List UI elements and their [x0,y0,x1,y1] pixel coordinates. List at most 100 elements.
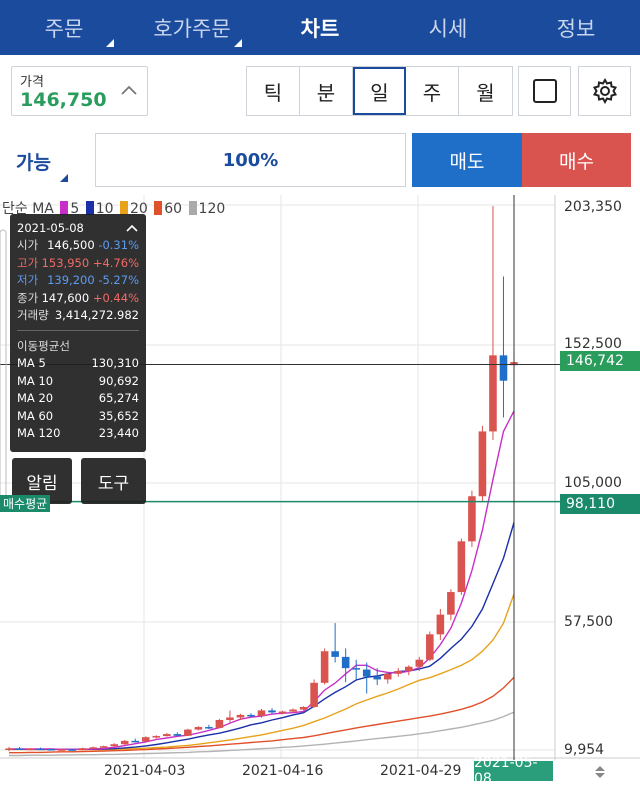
close-change: +0.44% [92,290,139,305]
candle-body [120,740,129,745]
ma60-label: MA 60 [17,408,54,423]
qty-ratio-field[interactable]: 100% [95,133,406,187]
ma60-line [9,676,515,754]
avg-buy-price-tag: 98,110 [560,494,640,514]
candle-body [141,737,150,742]
volume-label: 거래량 [17,308,49,323]
period-month-button[interactable]: 월 [476,80,495,105]
candle-body [457,541,466,593]
candle-body [215,719,224,728]
side-handle [0,229,7,503]
candle-body [36,748,45,751]
candle-body [15,748,24,750]
candle-body [278,711,287,714]
candle-body [468,496,476,542]
y-tick-label: 105,000 [564,475,622,491]
tab-quote-order[interactable]: 호가주문 [128,0,256,55]
candle-body [226,717,234,720]
ma120-swatch [188,201,197,215]
period-tick-button[interactable]: 틱 [247,67,300,115]
open-value: 146,500 [47,238,95,253]
candle-body [331,651,339,657]
period-day-button[interactable]: 일 [353,67,406,115]
ohlc-info-panel: 2021-05-08 시가 146,500 -0.31% 고가 153,950 +4… [10,214,146,452]
y-tick-label: 152,500 [564,336,622,352]
ma60-value: 35,652 [98,408,139,423]
period-minute-button[interactable]: 분 [300,67,353,115]
ma10-label: MA 10 [17,373,54,388]
menu-corner-icon [60,174,68,182]
fullscreen-button[interactable] [518,66,571,116]
candle-body [373,676,382,680]
ma-legend: 단순 MA 5 10 20 60 120 [2,198,225,218]
available-qty-label[interactable]: 가능 [16,152,51,174]
candle-body [489,355,497,432]
menu-corner-icon [234,39,242,47]
close-label: 종가 [17,290,39,305]
tab-order[interactable]: 주문 [0,0,128,55]
tab-quote-order-label: 호가주문 [153,16,231,41]
ma-title: 이동평균선 [17,338,70,353]
ma20-swatch [119,201,128,215]
ma120-value: 23,440 [98,426,139,441]
tab-chart-label: 차트 [300,16,340,41]
menu-corner-icon [106,39,114,47]
candle-body [205,727,213,729]
y-tick-label: 203,350 [564,199,622,215]
candle-body [341,656,350,669]
tab-info[interactable]: 정보 [512,0,640,55]
settings-button[interactable] [578,66,631,116]
low-label: 저가 [17,273,39,288]
tools-button[interactable]: 도구 [81,458,146,504]
ma5-value: 130,310 [91,356,139,371]
info-date: 2021-05-08 [17,220,84,235]
tab-order-label: 주문 [44,16,84,41]
tab-info-label: 정보 [556,16,596,41]
candle-body [5,748,13,750]
chevron-up-icon[interactable] [119,81,139,101]
ma5-legend-label: 5 [70,201,80,217]
ma20-label: MA 20 [17,391,54,406]
candle-body [289,709,297,712]
sell-button[interactable]: 매도 [412,133,522,187]
tab-chart[interactable]: 차트 [256,0,384,55]
close-value: 147,600 [41,290,90,305]
chevron-up-icon[interactable] [125,223,139,233]
ma60-swatch [154,201,163,215]
candle-body [26,748,34,751]
candle-body [436,614,445,635]
candle-body [99,746,108,748]
candle-body [68,749,76,751]
volume-value: 3,414,272.982 [54,308,139,323]
x-tick-label: 2021-04-03 [104,763,186,779]
price-field[interactable]: 가격 146,750 [11,66,148,116]
buy-button[interactable]: 매수 [522,133,631,187]
tab-market[interactable]: 시세 [384,0,512,55]
gear-icon [592,77,617,105]
candle-body [362,669,371,677]
scroll-handle-icon[interactable] [592,764,608,780]
ma120-line [9,711,515,757]
candle-body [383,673,392,680]
candle-body [415,659,424,667]
candle-body [257,710,266,717]
candle-body [110,744,118,747]
top-nav: 주문 호가주문 차트 시세 정보 [0,0,640,55]
candle-body [426,634,434,660]
ma120-label: MA 120 [17,426,61,441]
ma60-legend-label: 60 [164,201,183,217]
low-value: 139,200 [47,273,95,288]
candle-body [268,710,276,713]
period-selector: 틱 분 일 주 월 [246,66,513,116]
square-icon [532,79,557,103]
y-tick-label: 9,954 [564,742,605,758]
candle-body [310,682,318,708]
high-value: 153,950 [41,255,90,270]
ma5-label: MA 5 [17,356,46,371]
period-week-button[interactable]: 주 [406,67,459,115]
candle-body [320,651,329,683]
open-label: 시가 [17,238,39,253]
candle-body [394,670,403,674]
ma10-legend-label: 10 [95,201,114,217]
y-tick-label: 57,500 [564,614,613,630]
